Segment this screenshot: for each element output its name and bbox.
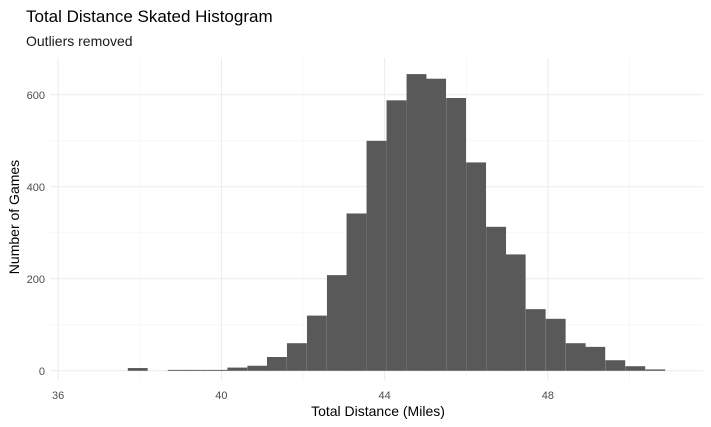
histogram-bar: [167, 369, 188, 371]
histogram-bar: [247, 365, 268, 371]
histogram-bar: [346, 213, 367, 371]
histogram-bar: [585, 346, 606, 371]
y-tick-label: 600: [27, 90, 45, 102]
histogram-bar: [645, 369, 666, 371]
histogram-bar: [545, 318, 566, 371]
histogram-bar: [187, 369, 208, 371]
histogram-bar: [486, 226, 507, 371]
histogram-bar: [505, 254, 526, 371]
histogram-bar: [446, 98, 467, 371]
y-axis-title: Number of Games: [6, 160, 22, 274]
histogram-bar: [306, 315, 327, 371]
histogram-bar: [386, 100, 407, 371]
chart-title: Total Distance Skated Histogram: [26, 7, 273, 26]
histogram-bar: [625, 366, 646, 371]
y-tick-label: 400: [27, 182, 45, 194]
x-tick-label: 44: [379, 390, 391, 402]
histogram-bar: [266, 357, 287, 371]
bars-layer: [127, 74, 666, 371]
y-tick-label: 0: [39, 366, 45, 378]
x-tick-label: 48: [542, 390, 554, 402]
histogram-bar: [426, 78, 447, 371]
histogram-bar: [127, 368, 148, 371]
histogram-bar: [466, 162, 487, 371]
chart-subtitle: Outliers removed: [26, 33, 133, 49]
histogram-bar: [286, 343, 307, 371]
histogram-bar: [565, 343, 586, 371]
histogram-bar: [525, 309, 546, 371]
histogram-bar: [227, 367, 248, 371]
histogram-bar: [605, 360, 626, 371]
histogram-bar: [207, 369, 228, 371]
x-tick-label: 40: [215, 390, 227, 402]
y-tick-label: 200: [27, 274, 45, 286]
histogram-bar: [326, 275, 347, 371]
histogram-bar: [366, 140, 387, 371]
x-axis-title: Total Distance (Miles): [311, 403, 445, 419]
histogram-bar: [406, 74, 427, 371]
ticks-layer: 36 40 44 48 0 200 400 600: [27, 90, 554, 402]
x-tick-label: 36: [52, 390, 64, 402]
